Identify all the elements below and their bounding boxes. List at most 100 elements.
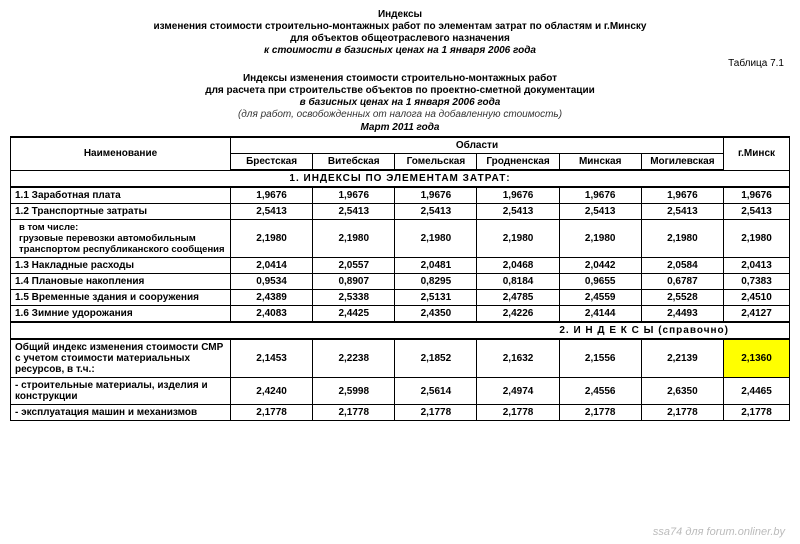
cell: 2,0414 [231, 258, 313, 274]
cell: 0,9534 [231, 274, 313, 290]
cell: 2,1778 [231, 405, 313, 421]
row-name: - строительные материалы, изделия и конс… [11, 378, 231, 405]
cell: 2,4556 [559, 378, 641, 405]
th-gomel: Гомельская [395, 154, 477, 171]
th-brest: Брестская [231, 154, 313, 171]
table-number: Таблица 7.1 [10, 58, 784, 69]
row-name: 1.6 Зимние удорожания [11, 306, 231, 323]
cell: 2,4465 [724, 378, 790, 405]
cell: 0,6787 [641, 274, 723, 290]
cell: 2,0557 [313, 258, 395, 274]
title-l5: Индексы изменения стоимости строительно-… [10, 73, 790, 84]
cell: 2,5413 [395, 204, 477, 220]
cell: 2,1778 [477, 405, 559, 421]
cell: 1,9676 [559, 187, 641, 204]
th-vitebsk: Витебская [313, 154, 395, 171]
cell: 2,5413 [724, 204, 790, 220]
watermark: ssa74 для forum.onliner.by [653, 526, 785, 538]
cell: 2,0442 [559, 258, 641, 274]
cell: 2,4559 [559, 290, 641, 306]
title-l4: к стоимости в базисных ценах на 1 января… [10, 45, 790, 56]
cell: 2,5413 [231, 204, 313, 220]
cell: 2,1453 [231, 339, 313, 378]
th-regions: Области [231, 137, 724, 154]
cell: 2,1778 [559, 405, 641, 421]
th-grodno: Гродненская [477, 154, 559, 171]
period: Март 2011 года [10, 122, 790, 133]
cell: 2,5528 [641, 290, 723, 306]
cell: 2,4350 [395, 306, 477, 323]
cell: 2,1980 [231, 220, 313, 258]
table-row: 1.6 Зимние удорожания 2,4083 2,4425 2,43… [11, 306, 790, 323]
title-l3: для объектов общеотраслевого назначения [10, 33, 790, 44]
cell: 2,5338 [313, 290, 395, 306]
cell-highlighted: 2,1360 [724, 339, 790, 378]
cell: 1,9676 [395, 187, 477, 204]
cell: 2,1852 [395, 339, 477, 378]
cell: 2,0481 [395, 258, 477, 274]
cell: 2,1778 [313, 405, 395, 421]
cell: 2,4083 [231, 306, 313, 323]
cell: 2,1980 [477, 220, 559, 258]
title-l6: для расчета при строительстве объектов п… [10, 85, 790, 96]
row-name: 1.3 Накладные расходы [11, 258, 231, 274]
cell: 0,8907 [313, 274, 395, 290]
cell: 2,4425 [313, 306, 395, 323]
row-name: в том числе: грузовые перевозки автомоби… [11, 220, 231, 258]
cell: 2,1556 [559, 339, 641, 378]
cell: 0,9655 [559, 274, 641, 290]
cell: 1,9676 [477, 187, 559, 204]
cell: 2,4226 [477, 306, 559, 323]
title-l1: Индексы [10, 9, 790, 20]
table-row: Общий индекс изменения стоимости СМР с у… [11, 339, 790, 378]
cell: 2,1980 [641, 220, 723, 258]
index-table: Наименование Области г.Минск Брестская В… [10, 136, 790, 421]
th-minsk-city: г.Минск [724, 137, 790, 170]
cell: 2,4389 [231, 290, 313, 306]
table-row: в том числе: грузовые перевозки автомоби… [11, 220, 790, 258]
cell: 2,5413 [313, 204, 395, 220]
title-l2: изменения стоимости строительно-монтажны… [10, 21, 790, 32]
table-row: 1.2 Транспортные затраты 2,5413 2,5413 2… [11, 204, 790, 220]
section-1: 1. ИНДЕКСЫ ПО ЭЛЕМЕНТАМ ЗАТРАТ: [11, 170, 790, 187]
cell: 2,4974 [477, 378, 559, 405]
table-row: 1.1 Заработная плата 1,9676 1,9676 1,967… [11, 187, 790, 204]
section-2: 2. И Н Д Е К С Ы (справочно) [11, 322, 790, 339]
table-row: - строительные материалы, изделия и конс… [11, 378, 790, 405]
cell: 1,9676 [231, 187, 313, 204]
cell: 2,2238 [313, 339, 395, 378]
row-name: 1.2 Транспортные затраты [11, 204, 231, 220]
cell: 2,1778 [641, 405, 723, 421]
cell: 1,9676 [313, 187, 395, 204]
cell: 2,4144 [559, 306, 641, 323]
row-name: 1.1 Заработная плата [11, 187, 231, 204]
table-row: - эксплуатация машин и механизмов 2,1778… [11, 405, 790, 421]
cell: 2,1980 [395, 220, 477, 258]
cell: 2,1632 [477, 339, 559, 378]
table-row: 1.5 Временные здания и сооружения 2,4389… [11, 290, 790, 306]
title-l7: в базисных ценах на 1 января 2006 года [10, 97, 790, 108]
table-row: 1.3 Накладные расходы 2,0414 2,0557 2,04… [11, 258, 790, 274]
th-name: Наименование [11, 137, 231, 170]
cell: 2,1778 [395, 405, 477, 421]
cell: 2,5614 [395, 378, 477, 405]
cell: 2,1778 [724, 405, 790, 421]
cell: 2,5998 [313, 378, 395, 405]
cell: 0,8295 [395, 274, 477, 290]
row-name: 1.4 Плановые накопления [11, 274, 231, 290]
title-note: (для работ, освобожденных от налога на д… [10, 109, 790, 120]
row-name: - эксплуатация машин и механизмов [11, 405, 231, 421]
cell: 0,7383 [724, 274, 790, 290]
cell: 2,6350 [641, 378, 723, 405]
cell: 1,9676 [724, 187, 790, 204]
cell: 2,2139 [641, 339, 723, 378]
cell: 0,8184 [477, 274, 559, 290]
th-mogilev: Могилевская [641, 154, 723, 171]
row-name: 1.5 Временные здания и сооружения [11, 290, 231, 306]
cell: 2,5413 [559, 204, 641, 220]
cell: 2,0468 [477, 258, 559, 274]
cell: 2,4785 [477, 290, 559, 306]
cell: 2,1980 [559, 220, 641, 258]
cell: 2,0584 [641, 258, 723, 274]
th-minsk: Минская [559, 154, 641, 171]
